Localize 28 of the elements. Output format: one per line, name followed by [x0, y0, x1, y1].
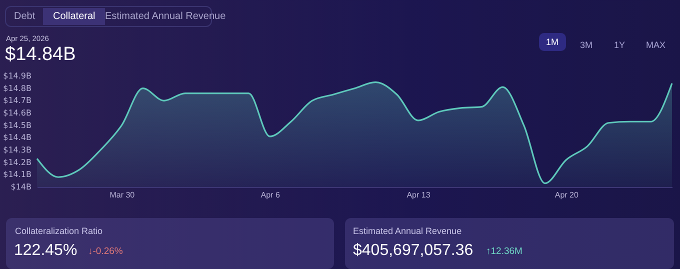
text: Estimated Annual Revenue	[105, 11, 226, 22]
y-tick-label: $14.4B	[3, 133, 32, 142]
y-tick-label: $14.6B	[3, 108, 32, 118]
text: MAX	[646, 40, 666, 50]
text: Collateralization Ratio	[15, 226, 103, 236]
text: Collateral	[43, 8, 106, 25]
text: 1Y	[614, 40, 626, 50]
x-tick-label: Apr 13	[406, 190, 431, 200]
y-tick-label: $14.8B	[3, 84, 32, 93]
y-tick-label: $14.9B	[3, 72, 32, 80]
y-tick-label: $14.3B	[3, 146, 32, 154]
text: 1M	[539, 33, 566, 51]
y-tick-label: $14.1B	[3, 170, 32, 180]
text: ↑12.36M	[486, 246, 522, 257]
x-tick-label: Mar 30	[110, 190, 136, 200]
text: 122.45%	[14, 242, 78, 260]
y-tick-label: $14.5B	[3, 120, 32, 130]
text: ↓-0.26%	[88, 246, 123, 257]
x-tick-label: Apr 20	[554, 190, 579, 200]
text: $405,697,057.36	[353, 242, 474, 260]
text: 3M	[580, 40, 593, 50]
y-tick-label: $14.7B	[3, 96, 32, 106]
text: Debt	[14, 11, 36, 22]
text: $14.84B	[5, 44, 76, 66]
x-tick-label: Apr 6	[260, 190, 280, 200]
y-tick-label: $14B	[10, 182, 32, 192]
text: Estimated Annual Revenue	[353, 226, 462, 236]
y-tick-label: $14.2B	[3, 158, 32, 167]
